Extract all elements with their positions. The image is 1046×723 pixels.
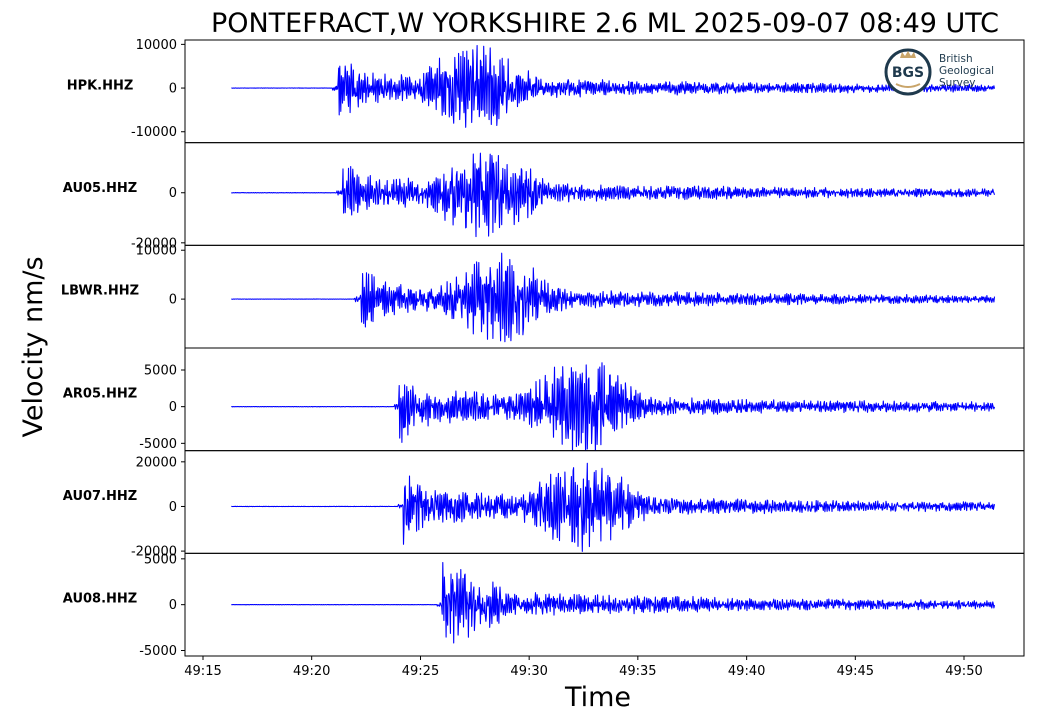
chart-title: PONTEFRACT,W YORKSHIRE 2.6 ML 2025-09-07… [211,8,999,39]
panels: 100000-10000HPK.HHZ0-20000AU05.HHZ100000… [61,38,1025,659]
x-tick-label: 49:35 [619,664,656,679]
y-tick-label: 10000 [136,244,177,259]
x-tick-label: 49:45 [837,664,874,679]
panel-hpk-hhz: 10000 0 -10000 HPK.HHZ [67,38,1025,144]
station-label: AU07.HHZ [63,489,137,504]
panel-au08-hhz: 5000 0 -5000 AU08.HHZ [63,552,1025,659]
logo-line3: Survey [939,77,976,89]
waveform-trace [231,462,996,552]
logo-line1: British [939,53,973,65]
panel-frame [184,450,1025,554]
y-tick-label: -20000 [131,236,177,251]
y-tick-label: -10000 [131,125,177,140]
waveform-trace [231,561,996,644]
panel-frame [184,244,1025,349]
panel-au05-hhz: 0 -20000 AU05.HHZ [63,142,1025,251]
y-tick-label: 10000 [136,38,177,53]
x-axis-label: Time [564,682,631,713]
crown-icon [900,51,916,58]
x-tick-label: 49:50 [945,664,982,679]
y-tick-label: 5000 [144,364,177,379]
waveform-trace [231,362,996,451]
y-tick-label: 0 [169,598,177,613]
y-tick-label: -5000 [139,437,177,452]
y-tick-label: -20000 [131,545,177,560]
panel-ar05-hhz: 5000 0 -5000 AR05.HHZ [63,347,1025,452]
waveform-trace [231,44,996,128]
waveform-trace [231,152,996,238]
logo-line2: Geological [939,65,994,77]
logo-band [890,64,926,80]
y-tick-label: 0 [169,500,177,515]
y-tick-label: 0 [169,400,177,415]
station-label: LBWR.HHZ [61,284,139,299]
x-tick-label: 49:15 [184,664,221,679]
station-label: AU05.HHZ [63,181,137,196]
y-axis-label: Velocity nm/s [18,256,49,437]
y-tick-label: 0 [169,82,177,97]
panel-au07-hhz: 20000 0 -20000 AU07.HHZ [63,450,1025,560]
x-tick-label: 49:40 [728,664,765,679]
x-tick-label: 49:25 [402,664,439,679]
y-tick-label: -5000 [139,644,177,659]
x-tick-label: 49:30 [510,664,547,679]
bgs-logo: BGS British Geological Survey [884,48,994,96]
y-tick-label: 20000 [136,455,177,470]
station-label: AR05.HHZ [63,386,137,401]
panel-lbwr-hhz: 10000 0 LBWR.HHZ [61,244,1025,349]
logo-swoosh [895,83,921,88]
y-tick-label: 0 [169,186,177,201]
y-tick-label: 0 [169,293,177,308]
logo-abbrev: BGS [892,65,924,81]
waveform-trace [231,252,996,343]
station-label: AU08.HHZ [63,592,137,607]
y-tick-label: 5000 [144,552,177,567]
station-label: HPK.HHZ [67,78,134,93]
x-axis: 49:15 49:20 49:25 49:30 49:35 49:40 49:45 49:50 [184,656,983,679]
x-tick-label: 49:20 [293,664,330,679]
